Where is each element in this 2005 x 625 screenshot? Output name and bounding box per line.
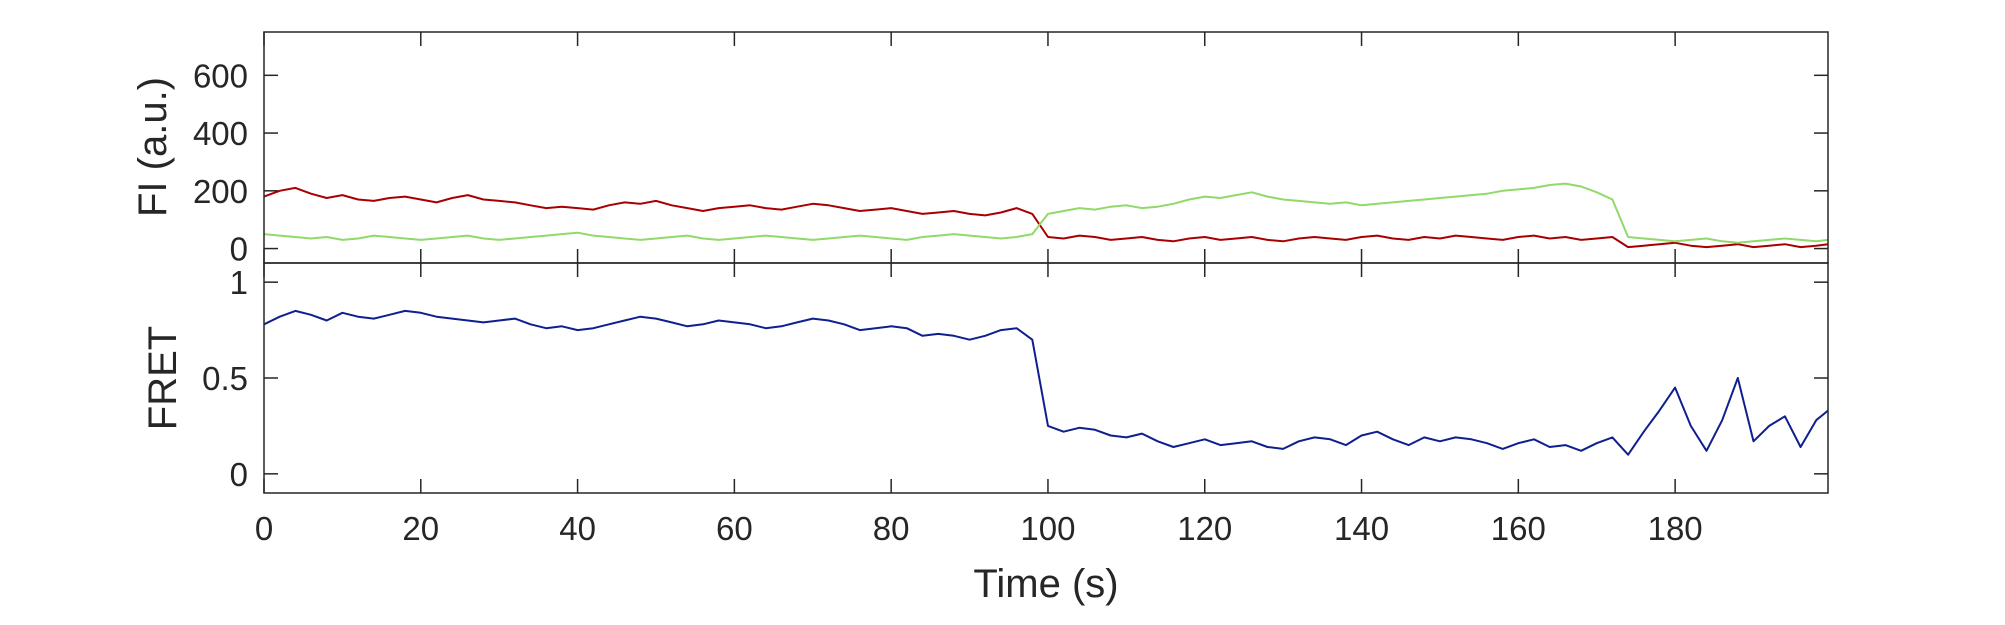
fret-y-ticks: 00.51 xyxy=(202,263,1828,493)
time-x-tick-label: 20 xyxy=(402,510,439,547)
fret-y-tick-label: 0.5 xyxy=(202,360,248,397)
fluorescence-y-tick-label: 400 xyxy=(193,115,248,152)
fluorescence-traces xyxy=(264,182,1828,249)
fluorescence-y-axis-label: FI (a.u.) xyxy=(131,77,175,217)
fret-panel: 00.51 0 20 40 60 80 100 120 140 160 180 FRET Time… xyxy=(141,262,1829,606)
time-x-tick-label: 180 xyxy=(1648,510,1703,547)
time-x-tick-label: 80 xyxy=(873,510,910,547)
time-x-tick-label: 160 xyxy=(1491,510,1546,547)
time-x-ticks: 0 20 40 60 80 100 120 140 160 180 xyxy=(255,510,1703,547)
time-x-tick-label: 40 xyxy=(559,510,596,547)
fret-axes-box xyxy=(263,262,1829,494)
fret-y-axis-label: FRET xyxy=(141,326,185,430)
time-x-tick-label: 140 xyxy=(1334,510,1389,547)
fret-y-tick-label: 0 xyxy=(230,456,248,493)
fret-series-0-line xyxy=(264,309,1828,456)
fluorescence-y-tick-label: 0 xyxy=(230,231,248,268)
fret-plot-area xyxy=(264,309,1828,456)
fluorescence-series-1-line xyxy=(264,182,1828,244)
fluorescence-y-tick-label: 200 xyxy=(193,173,248,210)
time-x-tick-label: 100 xyxy=(1020,510,1075,547)
fluorescence-series-0-line xyxy=(264,186,1828,249)
fluorescence-y-ticks: 0 200 400 600 xyxy=(193,32,1828,268)
time-x-tick-label: 60 xyxy=(716,510,753,547)
time-x-tick-label: 120 xyxy=(1177,510,1232,547)
fluorescence-plot-area xyxy=(264,182,1828,249)
time-x-axis-label: Time (s) xyxy=(973,562,1118,606)
fluorescence-y-tick-label: 600 xyxy=(193,57,248,94)
fret-traces xyxy=(264,309,1828,456)
fret-y-tick-label: 1 xyxy=(230,264,248,301)
time-x-tick-label: 0 xyxy=(255,510,273,547)
